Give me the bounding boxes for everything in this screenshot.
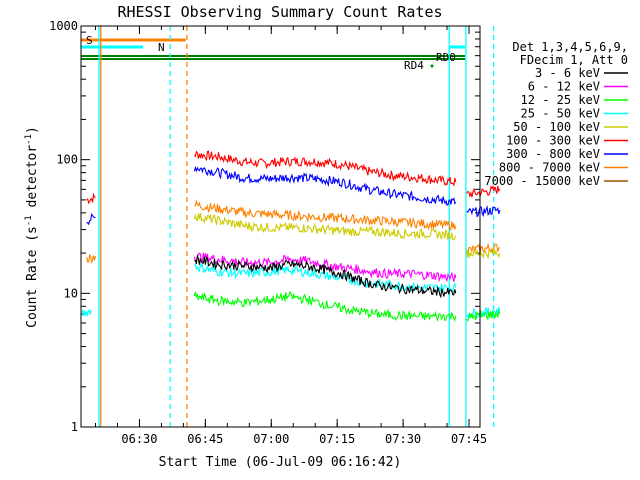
legend-header: FDecim 1, Att 0 bbox=[520, 53, 628, 67]
series-3-6keV bbox=[194, 254, 457, 299]
series-line bbox=[193, 212, 457, 241]
rd0-flag-label: RD0 bbox=[436, 51, 456, 64]
legend-label: 3 - 6 keV bbox=[535, 66, 600, 80]
y-label-sup: -1 bbox=[24, 134, 34, 145]
plot-axes: 1 10 100 1000 06:30 06:45 07:00 07:15 07:30 07:45 bbox=[49, 19, 487, 446]
plot-frame bbox=[80, 25, 481, 428]
x-axis-label: Start Time (06-Jul-09 06:16:42) bbox=[159, 455, 402, 470]
legend: Det 1,3,4,5,6,9, FDecim 1, Att 0 3 - 6 k… bbox=[484, 40, 628, 188]
series-line bbox=[193, 165, 457, 206]
series-line bbox=[193, 150, 457, 187]
legend-header: Det 1,3,4,5,6,9, bbox=[512, 40, 628, 54]
x-tick-label: 07:30 bbox=[385, 432, 421, 446]
chart-title: RHESSI Observing Summary Count Rates bbox=[117, 3, 442, 21]
y-tick-label: 10 bbox=[64, 286, 78, 300]
series-line bbox=[194, 199, 457, 231]
saa-flag-label: S bbox=[86, 34, 93, 47]
series-line bbox=[194, 254, 457, 299]
y-label-part: ) bbox=[25, 126, 40, 134]
x-tick-label: 07:15 bbox=[319, 432, 355, 446]
legend-label: 800 - 7000 keV bbox=[499, 161, 600, 175]
y-label-part: Count Rate (s bbox=[25, 226, 40, 328]
series-line bbox=[193, 262, 457, 295]
legend-label: 25 - 50 keV bbox=[521, 107, 600, 121]
series-line bbox=[86, 254, 97, 264]
series-50-100keV bbox=[193, 212, 501, 260]
series-300-800keV bbox=[86, 165, 501, 226]
series-800-7000keV bbox=[86, 199, 501, 264]
series-100-300keV bbox=[86, 150, 501, 205]
legend-label: 6 - 12 keV bbox=[528, 80, 600, 94]
series-group bbox=[81, 150, 501, 323]
y-label-sup: -1 bbox=[24, 215, 34, 226]
series-line bbox=[86, 192, 96, 205]
series-line bbox=[193, 291, 457, 322]
x-tick-label: 07:00 bbox=[253, 432, 289, 446]
series-line bbox=[466, 309, 501, 323]
legend-label: 7000 - 15000 keV bbox=[484, 174, 600, 188]
legend-label: 50 - 100 keV bbox=[513, 120, 600, 134]
night-flag-label: N bbox=[158, 41, 165, 54]
legend-label: 300 - 800 keV bbox=[506, 147, 600, 161]
y-label-part: detector bbox=[25, 145, 40, 216]
y-tick-label: 1 bbox=[71, 420, 78, 434]
rd4-flag-label: RD4 bbox=[404, 59, 424, 72]
series-line bbox=[466, 247, 501, 260]
x-tick-label: 07:45 bbox=[451, 432, 487, 446]
status-flags: S N RD0 RD4 bbox=[81, 26, 495, 427]
x-tick-label: 06:30 bbox=[121, 432, 157, 446]
series-line bbox=[466, 184, 501, 198]
y-tick-label: 100 bbox=[56, 153, 78, 167]
series-12-25keV bbox=[193, 291, 501, 323]
y-axis-label: Count Rate (s-1 detector-1) bbox=[24, 126, 40, 328]
series-line bbox=[466, 204, 501, 218]
plot-border bbox=[80, 25, 481, 428]
legend-label: 100 - 300 keV bbox=[506, 134, 600, 148]
rd4-marker bbox=[430, 64, 434, 68]
legend-label: 12 - 25 keV bbox=[521, 93, 600, 107]
x-tick-label: 06:45 bbox=[187, 432, 223, 446]
series-line bbox=[81, 308, 92, 317]
series-line bbox=[86, 213, 96, 226]
y-tick-label: 1000 bbox=[49, 19, 78, 33]
